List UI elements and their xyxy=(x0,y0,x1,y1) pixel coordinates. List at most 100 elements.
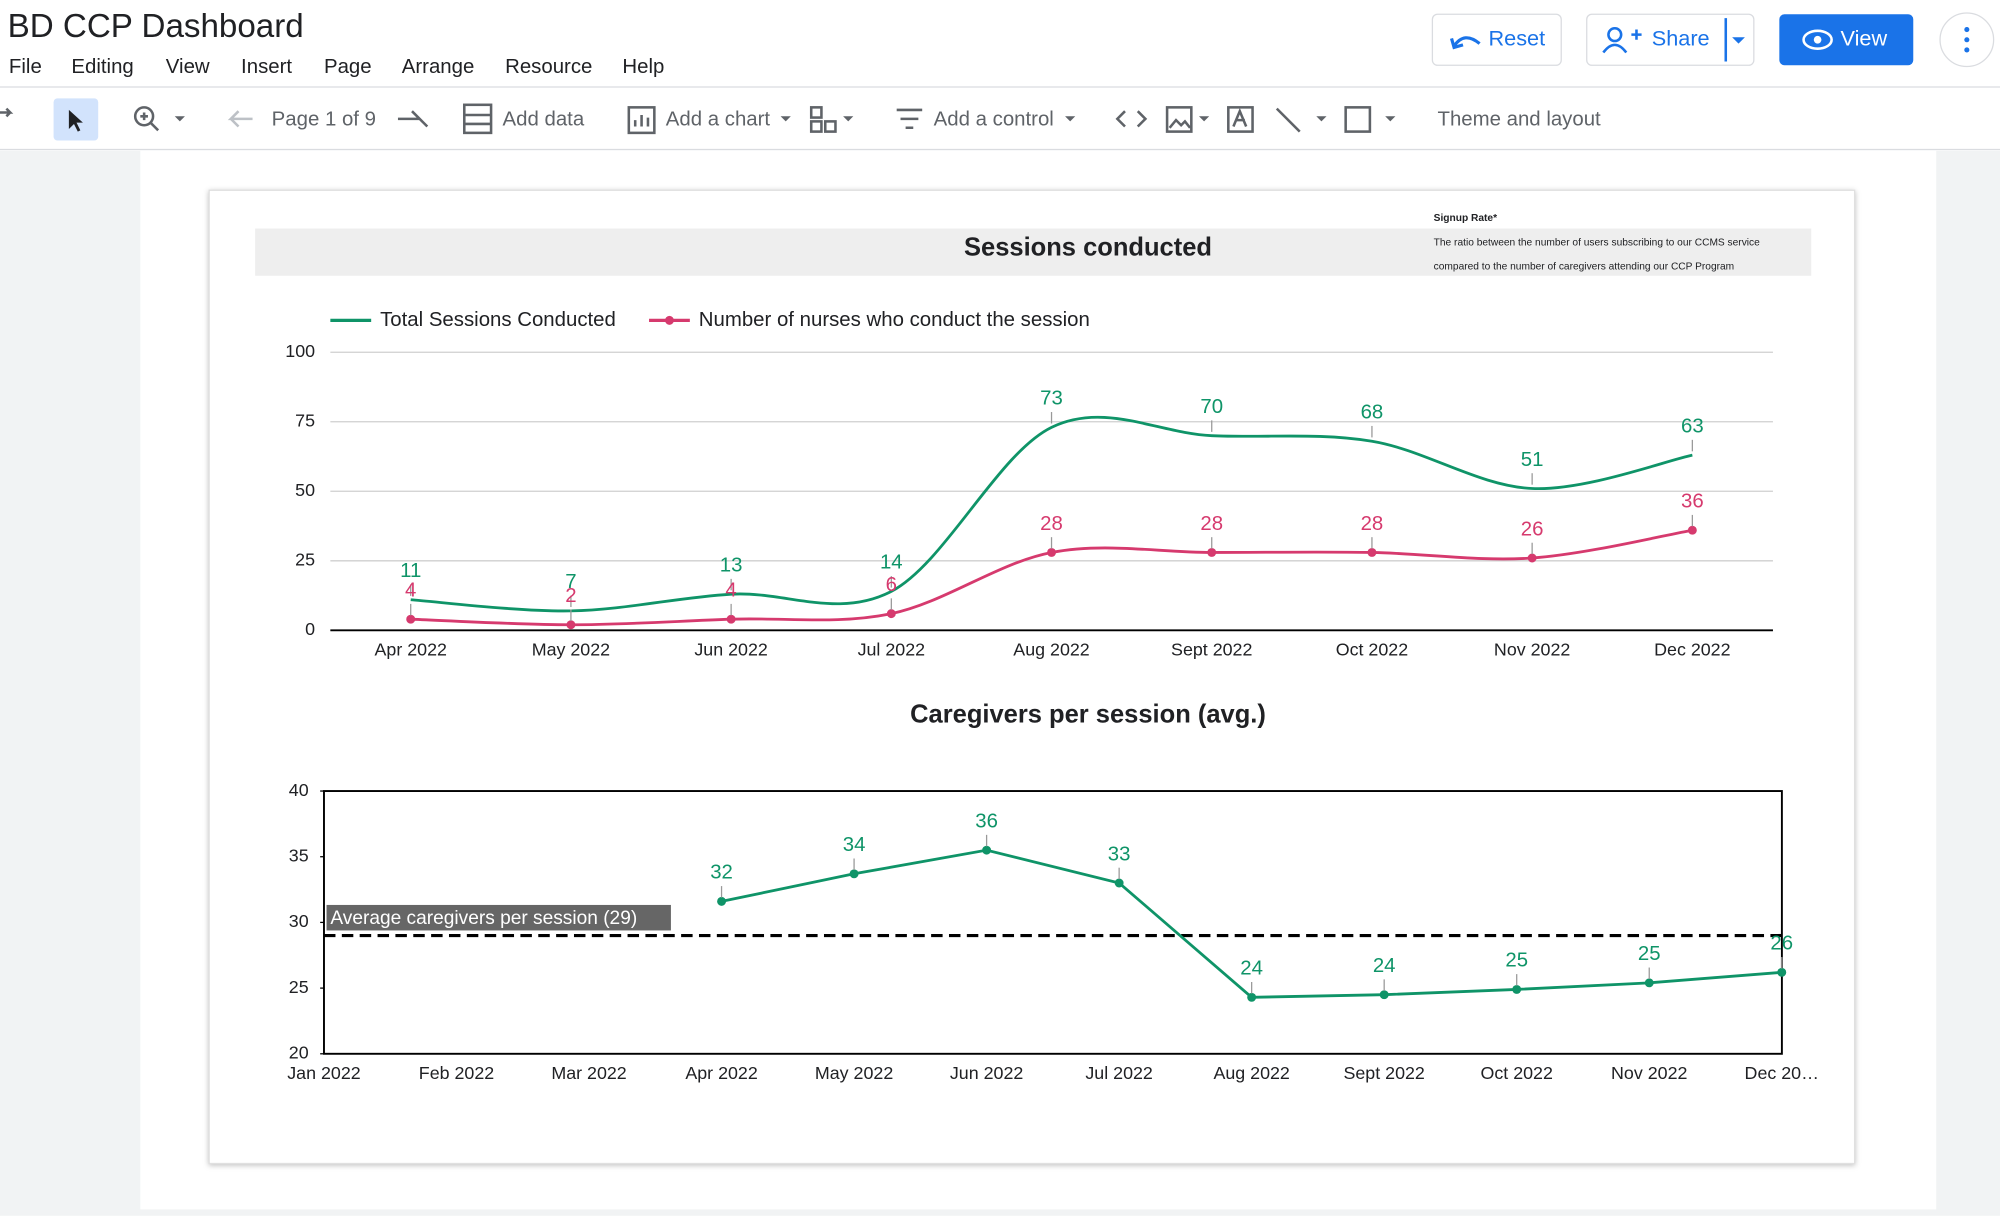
data-label: 28 xyxy=(1361,513,1384,535)
data-label: 26 xyxy=(1521,518,1544,540)
data-label: 25 xyxy=(1505,950,1528,972)
data-label: 13 xyxy=(720,555,743,577)
y-tick-label: 75 xyxy=(295,410,315,430)
view-label: View xyxy=(1841,25,1888,50)
data-label: 14 xyxy=(880,552,903,574)
menu-item[interactable]: Help xyxy=(622,56,664,78)
page-indicator: Page 1 of 9 xyxy=(272,109,376,131)
share-icon xyxy=(1607,27,1623,43)
chart-card xyxy=(208,189,1856,1165)
x-tick-label: Sept 2022 xyxy=(1343,1063,1424,1083)
toolbar-icons xyxy=(0,103,1372,135)
legend-label[interactable]: Total Sessions Conducted xyxy=(380,309,616,331)
add-chart[interactable]: Add a chart xyxy=(666,109,771,131)
charts: 0 25 50 75 100 Apr 2022 May 2022 Jun 2022 Jul 20… xyxy=(285,309,1819,1083)
reference-label-bg xyxy=(326,904,671,931)
x-tick-label: May 2022 xyxy=(815,1063,893,1083)
x-tick-label: Nov 2022 xyxy=(1611,1063,1687,1083)
data-point xyxy=(1687,525,1697,535)
data-point xyxy=(982,845,992,855)
data-point xyxy=(1114,878,1124,888)
menu-item[interactable]: File xyxy=(9,56,42,78)
menu-item[interactable]: Page xyxy=(324,56,372,78)
data-label: 32 xyxy=(710,862,733,884)
annotation-title: Signup Rate* xyxy=(1434,213,1497,224)
x-tick-label: Jun 2022 xyxy=(694,639,767,659)
x-tick-label: Sept 2022 xyxy=(1171,639,1252,659)
data-label: 68 xyxy=(1361,402,1384,424)
reset-icon xyxy=(1449,36,1481,50)
view-icon xyxy=(1802,29,1833,50)
y-tick-label: 25 xyxy=(289,977,309,997)
report-title[interactable]: BD CCP Dashboard xyxy=(8,8,304,45)
data-point xyxy=(1527,553,1537,563)
y-tick-label: 30 xyxy=(289,911,309,931)
x-tick-label: Feb 2022 xyxy=(419,1063,494,1083)
view-icon-pupil xyxy=(1813,35,1822,44)
data-label: 36 xyxy=(975,810,998,832)
y-tick-label: 20 xyxy=(289,1043,309,1063)
annotation-text: The ratio between the number of users su… xyxy=(1434,237,1760,248)
data-label: 24 xyxy=(1240,958,1263,980)
title-band xyxy=(255,228,1812,276)
y-tick-label: 40 xyxy=(289,780,309,800)
x-tick-label: Oct 2022 xyxy=(1480,1063,1552,1083)
data-point xyxy=(1512,984,1522,994)
data-label: 26 xyxy=(1770,933,1793,955)
data-point xyxy=(1367,548,1377,557)
x-tick-label: May 2022 xyxy=(532,639,610,659)
data-label: 24 xyxy=(1373,955,1396,977)
data-label: 6 xyxy=(886,574,897,596)
dropdown-arrows xyxy=(174,116,1396,122)
data-point xyxy=(1777,967,1787,977)
menu-item[interactable]: Editing xyxy=(71,56,133,78)
cursor-icon xyxy=(68,109,83,132)
data-label: 73 xyxy=(1040,388,1063,410)
data-label: 11 xyxy=(400,560,421,582)
data-point xyxy=(849,869,859,879)
y-tick-label: 25 xyxy=(295,550,315,570)
y-tick-label: 35 xyxy=(289,845,309,865)
x-tick-label: Jun 2022 xyxy=(950,1063,1023,1083)
annotation-text: compared to the number of caregivers att… xyxy=(1434,261,1735,272)
add-data[interactable]: Add data xyxy=(503,109,585,131)
data-label: 2 xyxy=(565,585,576,607)
view-button[interactable] xyxy=(1779,14,1914,66)
plot-frame xyxy=(323,790,1783,1055)
data-point xyxy=(717,896,727,906)
share-icon-detail xyxy=(1602,18,1728,62)
x-tick-label: Jan 2022 xyxy=(287,1063,360,1083)
data-point xyxy=(726,614,736,624)
x-tick-label: Apr 2022 xyxy=(375,639,447,659)
data-label: 70 xyxy=(1200,396,1223,418)
share-dropdown[interactable] xyxy=(1732,37,1745,44)
x-tick-label: Nov 2022 xyxy=(1494,639,1570,659)
data-label: 4 xyxy=(405,580,416,602)
data-label: 28 xyxy=(1040,513,1063,535)
theme-and-layout[interactable]: Theme and layout xyxy=(1438,109,1602,131)
x-tick-label: Jul 2022 xyxy=(858,639,926,659)
series-line xyxy=(410,415,1693,613)
data-point xyxy=(406,614,416,624)
menu-item[interactable]: Arrange xyxy=(402,56,475,78)
add-control[interactable]: Add a control xyxy=(934,109,1054,131)
data-label: 28 xyxy=(1200,513,1223,535)
data-point xyxy=(1247,992,1257,1002)
data-point xyxy=(886,609,896,619)
reset-button[interactable] xyxy=(1431,13,1562,66)
y-tick-label: 100 xyxy=(285,341,315,361)
chart-title: Sessions conducted xyxy=(964,234,1212,262)
data-label: 4 xyxy=(725,580,736,602)
menu-item[interactable]: Insert xyxy=(241,56,292,78)
data-point xyxy=(1207,548,1217,557)
share-label: Share xyxy=(1652,25,1710,50)
legend-label[interactable]: Number of nurses who conduct the session xyxy=(699,309,1090,331)
reference-label: Average caregivers per session (29) xyxy=(330,908,637,929)
share-button[interactable] xyxy=(1586,13,1755,66)
menu-item[interactable]: View xyxy=(166,56,210,78)
x-tick-label: Jul 2022 xyxy=(1085,1063,1153,1083)
x-tick-label: Aug 2022 xyxy=(1213,1063,1289,1083)
menu-item[interactable]: Resource xyxy=(505,56,592,78)
